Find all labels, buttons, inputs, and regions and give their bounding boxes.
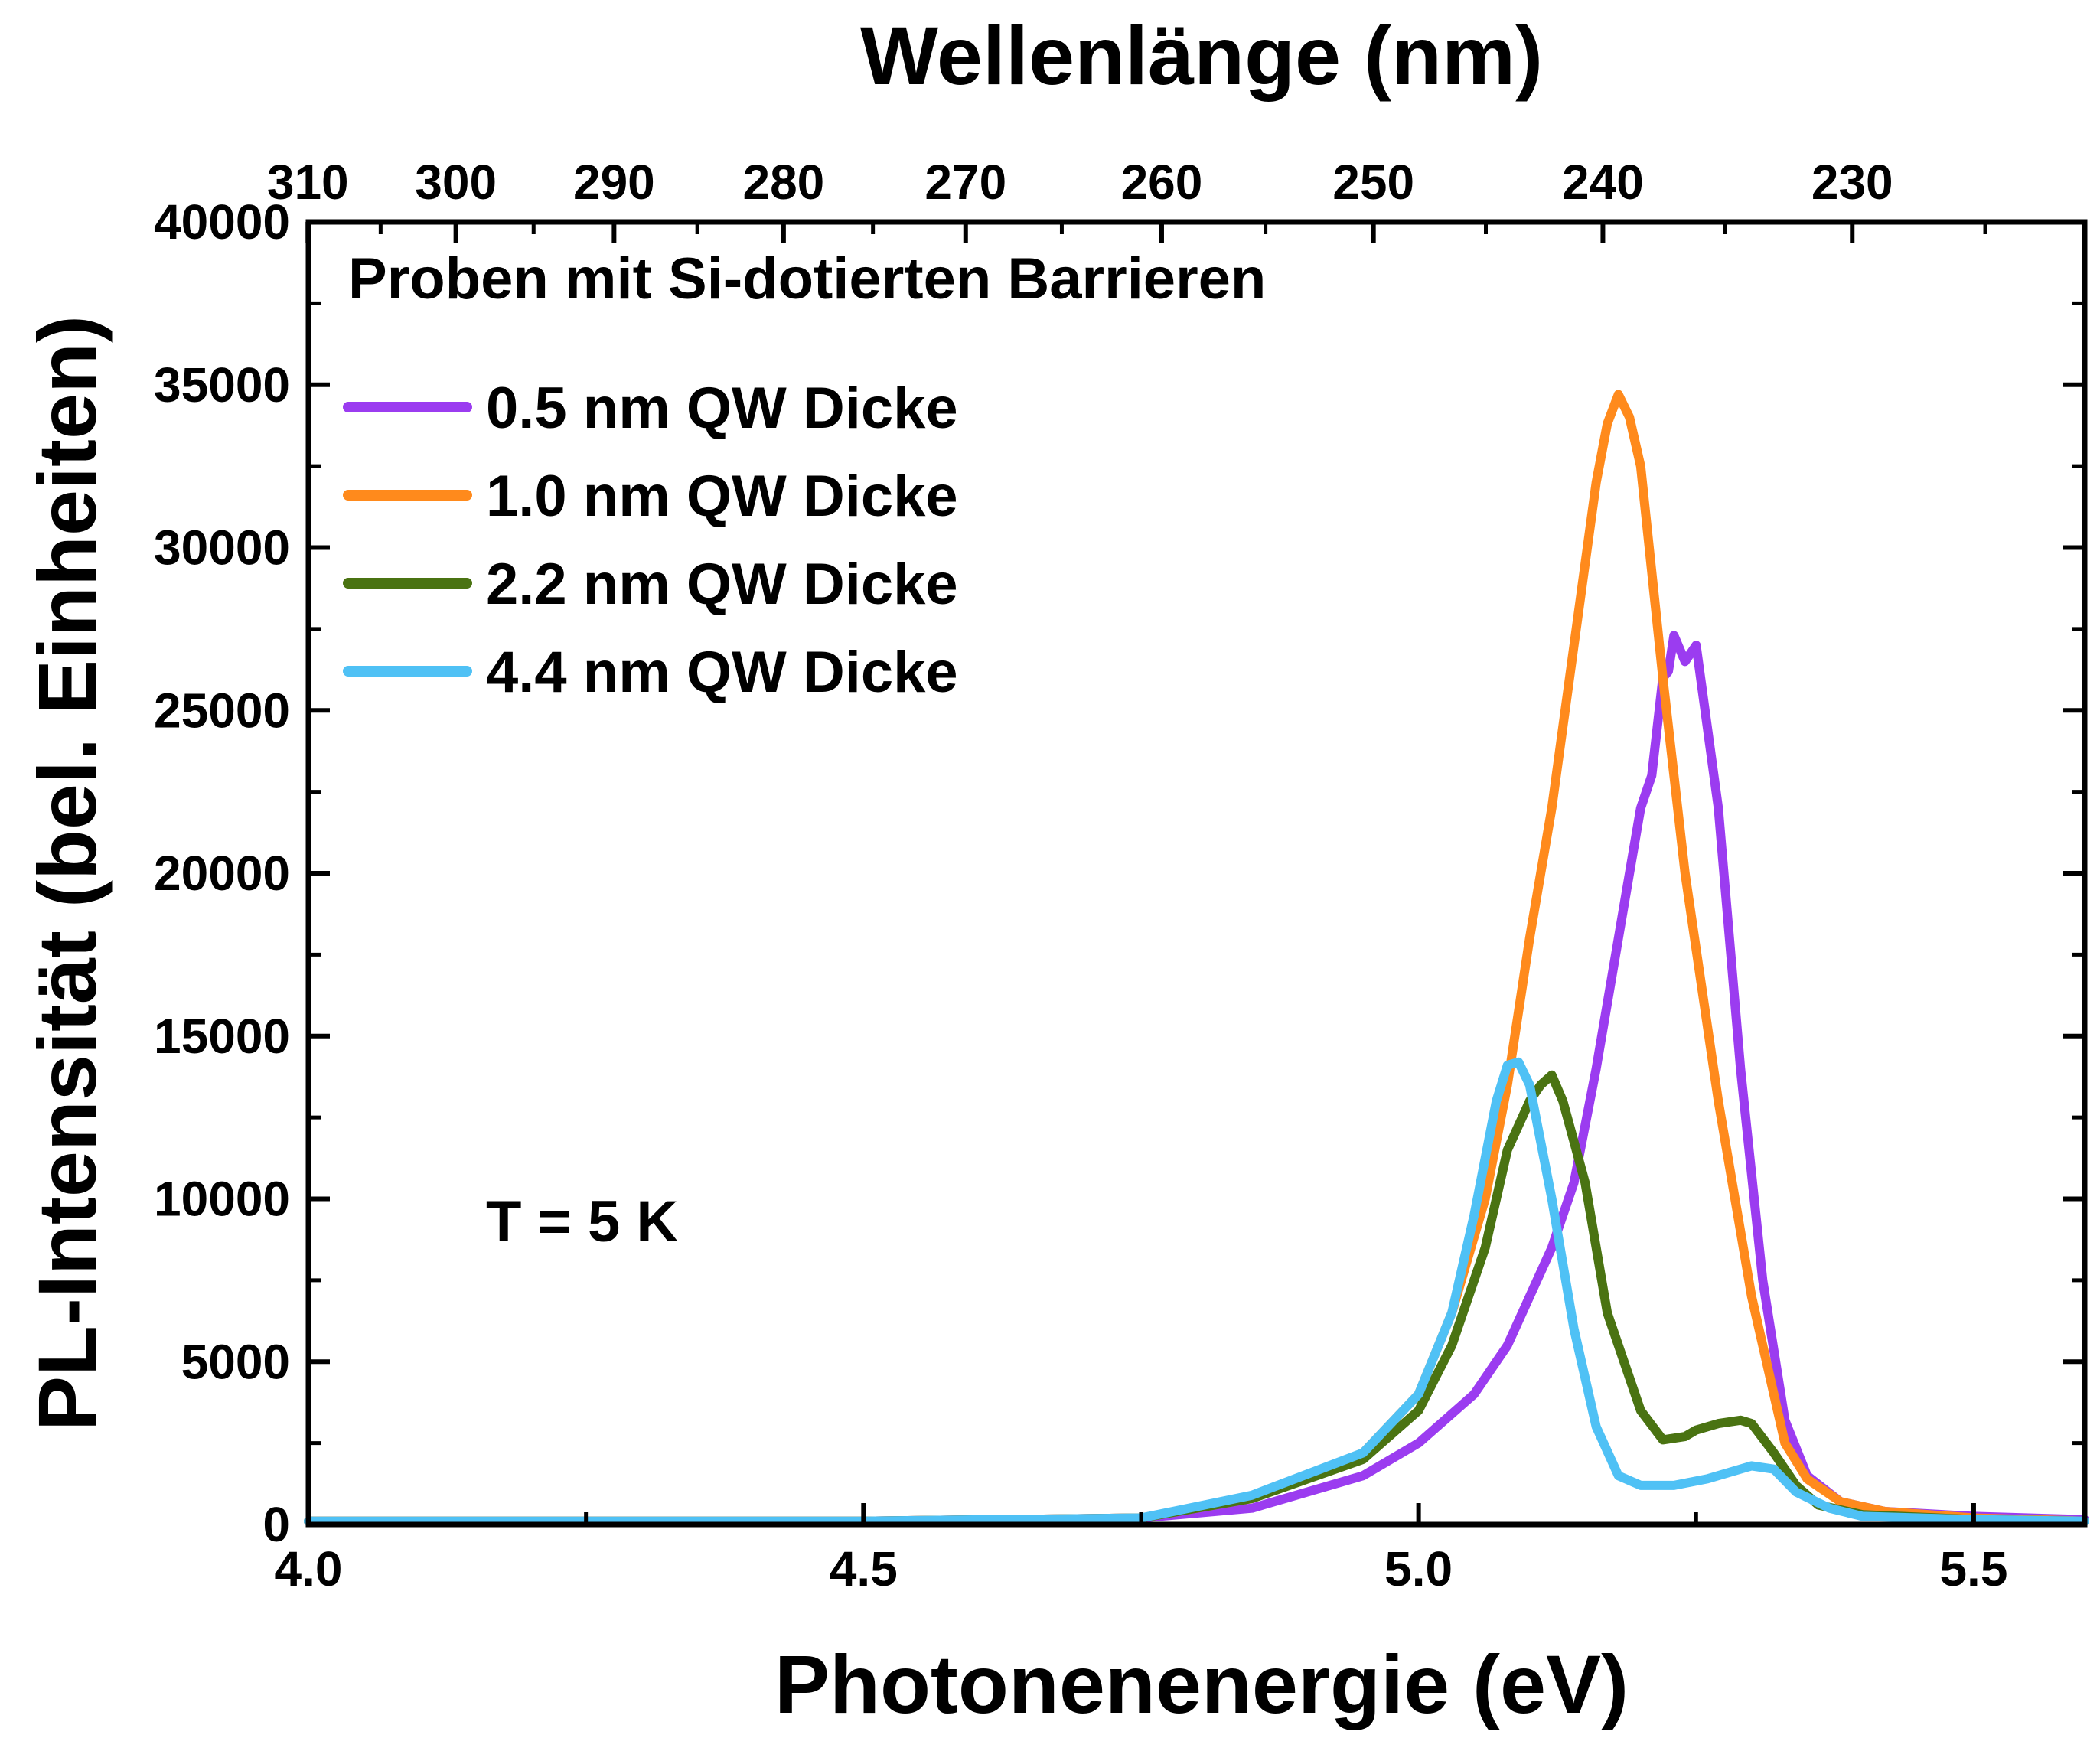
series-line-4 — [304, 1057, 2089, 1526]
ticks-layer: 4.0 4.5 5.0 5.5 0 5000 10000 15000 20000 25000 300… — [154, 155, 2085, 1596]
top-tick-label: 310 — [267, 155, 349, 210]
y-tick-label: 5000 — [181, 1334, 290, 1389]
y-tick-label: 35000 — [154, 357, 290, 412]
top-tick-label: 250 — [1332, 155, 1414, 210]
top-tick-label: 260 — [1121, 155, 1203, 210]
top-tick-label: 280 — [742, 155, 824, 210]
series-layer — [304, 390, 2089, 1526]
y-tick-label: 25000 — [154, 683, 290, 738]
x-axis-title: Photonenenergie (eV) — [774, 1638, 1629, 1730]
x-tick-label: 4.0 — [275, 1541, 343, 1596]
series-line-3 — [304, 1070, 2089, 1526]
top-tick-label: 270 — [924, 155, 1006, 210]
y-tick-label: 15000 — [154, 1009, 290, 1064]
x-tick-label: 5.0 — [1384, 1541, 1453, 1596]
top-tick-label: 290 — [573, 155, 655, 210]
legend-label-2: 1.0 nm QW Dicke — [486, 464, 958, 529]
top-tick-label: 300 — [415, 155, 497, 210]
top-tick-label: 230 — [1811, 155, 1893, 210]
legend-label-1: 0.5 nm QW Dicke — [486, 376, 958, 441]
legend-label-3: 2.2 nm QW Dicke — [486, 552, 958, 617]
y-tick-label: 40000 — [154, 194, 290, 249]
y-tick-label: 0 — [262, 1497, 290, 1552]
series-line-1 — [304, 631, 2089, 1526]
x-tick-label: 5.5 — [1939, 1541, 2007, 1596]
y-axis-title: PL-Intensität (bel. Einheiten) — [21, 315, 113, 1431]
top-tick-label: 240 — [1562, 155, 1644, 210]
top-axis-title: Wellenlänge (nm) — [860, 9, 1543, 102]
x-tick-label: 4.5 — [830, 1541, 898, 1596]
y-tick-label: 20000 — [154, 846, 290, 901]
y-tick-label: 10000 — [154, 1172, 290, 1227]
y-tick-label: 30000 — [154, 520, 290, 576]
legend-label-4: 4.4 nm QW Dicke — [486, 640, 958, 705]
temperature-annotation: T = 5 K — [486, 1189, 678, 1254]
legend: 0.5 nm QW Dicke 1.0 nm QW Dicke 2.2 nm QW … — [343, 376, 958, 705]
legend-title: Proben mit Si-dotierten Barrieren — [348, 246, 1266, 311]
